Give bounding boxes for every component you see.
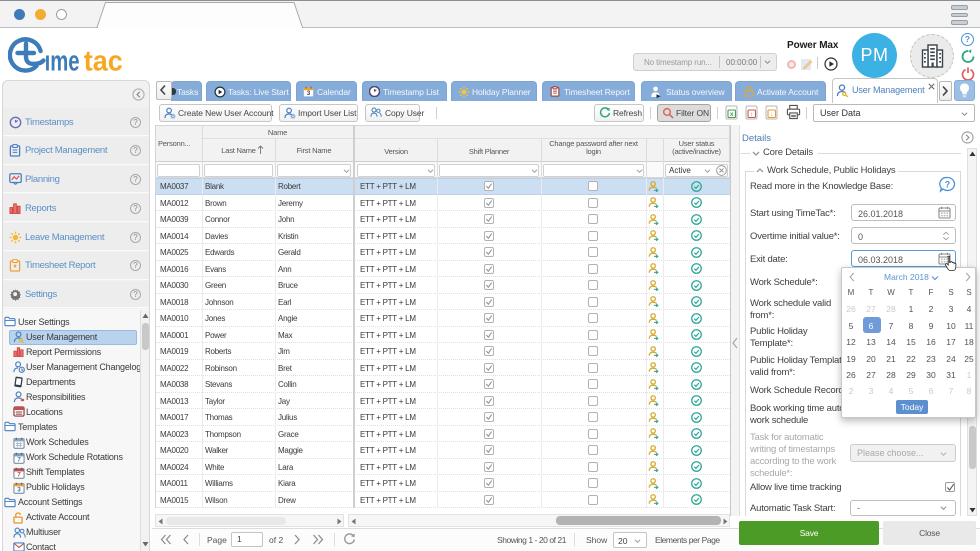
svg-text:x: x [730, 111, 734, 118]
svg-text:3: 3 [17, 486, 21, 493]
svg-text:7: 7 [17, 456, 21, 463]
svg-text:ıme: ıme [45, 46, 80, 76]
svg-text:3: 3 [307, 90, 311, 97]
svg-text:7: 7 [17, 471, 21, 478]
svg-text:?: ? [945, 180, 951, 190]
svg-text:↑: ↑ [750, 111, 753, 118]
svg-text:tac: tac [84, 46, 123, 76]
svg-text:↓: ↓ [770, 111, 773, 118]
